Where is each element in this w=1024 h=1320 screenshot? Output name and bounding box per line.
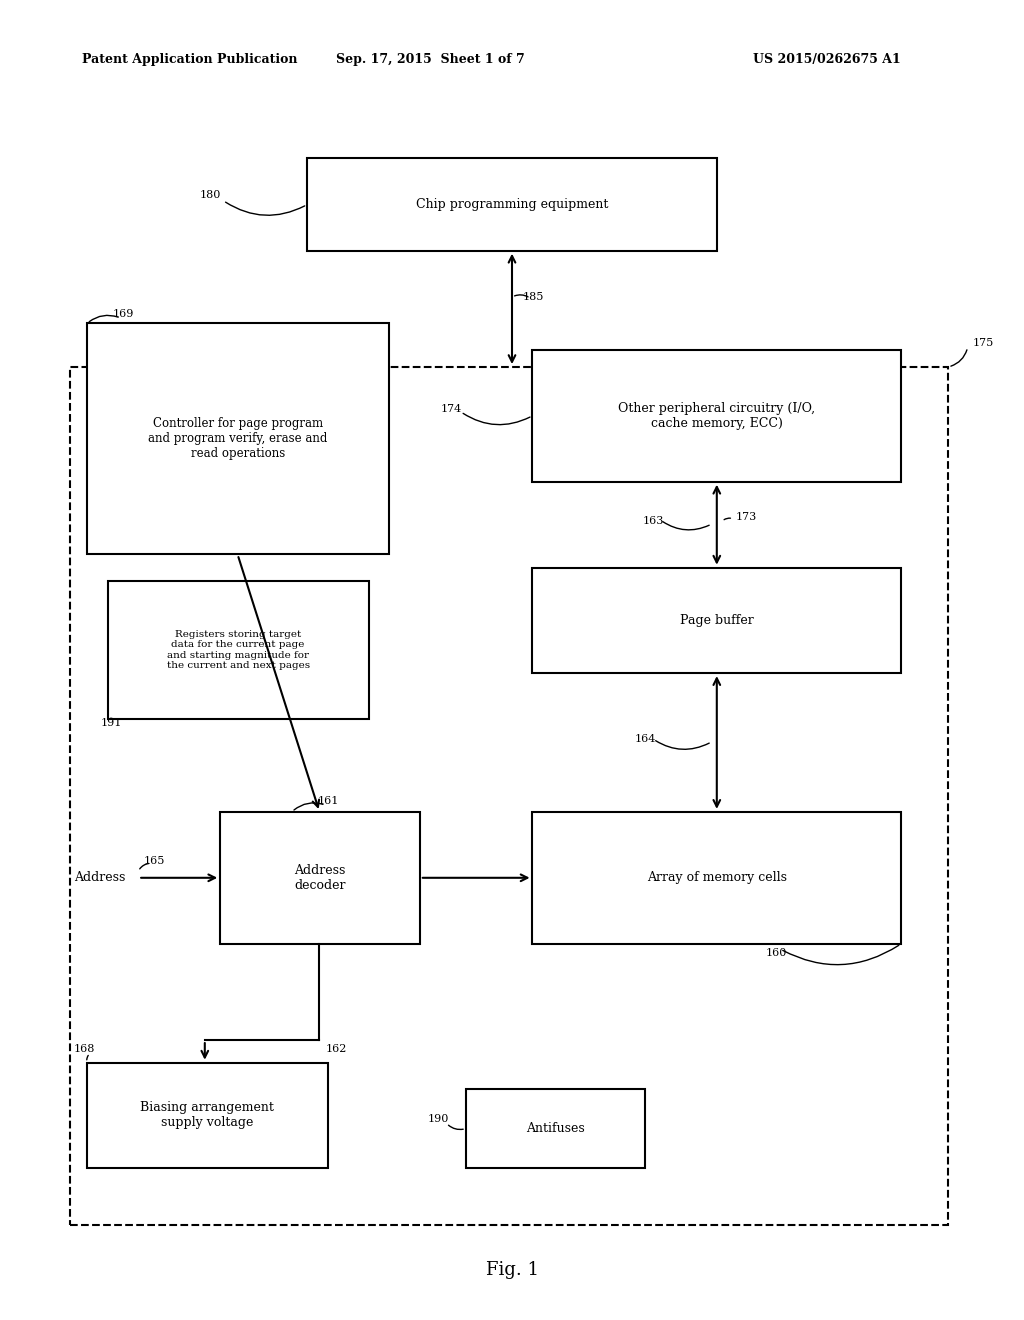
Text: Patent Application Publication: Patent Application Publication — [82, 53, 297, 66]
Text: 173: 173 — [735, 512, 757, 523]
Text: 161: 161 — [317, 796, 339, 807]
Text: Fig. 1: Fig. 1 — [485, 1261, 539, 1279]
Bar — [532, 568, 901, 673]
Text: Array of memory cells: Array of memory cells — [647, 871, 786, 884]
Text: 165: 165 — [143, 855, 165, 866]
Text: Chip programming equipment: Chip programming equipment — [416, 198, 608, 211]
Text: Sep. 17, 2015  Sheet 1 of 7: Sep. 17, 2015 Sheet 1 of 7 — [336, 53, 524, 66]
Bar — [307, 158, 717, 251]
Text: US 2015/0262675 A1: US 2015/0262675 A1 — [754, 53, 901, 66]
Text: 164: 164 — [635, 734, 656, 744]
Text: Address
decoder: Address decoder — [294, 863, 346, 892]
Text: 185: 185 — [522, 292, 544, 302]
Bar — [220, 812, 420, 944]
Text: Biasing arrangement
supply voltage: Biasing arrangement supply voltage — [140, 1101, 274, 1130]
Text: 175: 175 — [973, 338, 994, 348]
Text: Page buffer: Page buffer — [680, 614, 754, 627]
Bar — [532, 812, 901, 944]
Text: 168: 168 — [74, 1044, 95, 1055]
Text: 174: 174 — [440, 404, 462, 414]
Text: 191: 191 — [100, 718, 122, 729]
Bar — [70, 367, 948, 1225]
Text: 180: 180 — [200, 190, 221, 201]
Text: 162: 162 — [326, 1044, 347, 1055]
Text: 160: 160 — [766, 948, 787, 958]
Text: 190: 190 — [428, 1114, 450, 1125]
Text: Address: Address — [74, 871, 125, 884]
Text: Other peripheral circuitry (I/O,
cache memory, ECC): Other peripheral circuitry (I/O, cache m… — [618, 401, 815, 430]
Bar — [532, 350, 901, 482]
Bar — [466, 1089, 645, 1168]
Bar — [87, 323, 389, 554]
Text: Antifuses: Antifuses — [526, 1122, 585, 1135]
Bar — [87, 1063, 328, 1168]
Text: Registers storing target
data for the current page
and starting magnitude for
th: Registers storing target data for the cu… — [167, 630, 309, 671]
Text: Controller for page program
and program verify, erase and
read operations: Controller for page program and program … — [148, 417, 328, 461]
Text: 169: 169 — [113, 309, 134, 319]
Bar — [108, 581, 369, 719]
Text: 163: 163 — [643, 516, 665, 527]
